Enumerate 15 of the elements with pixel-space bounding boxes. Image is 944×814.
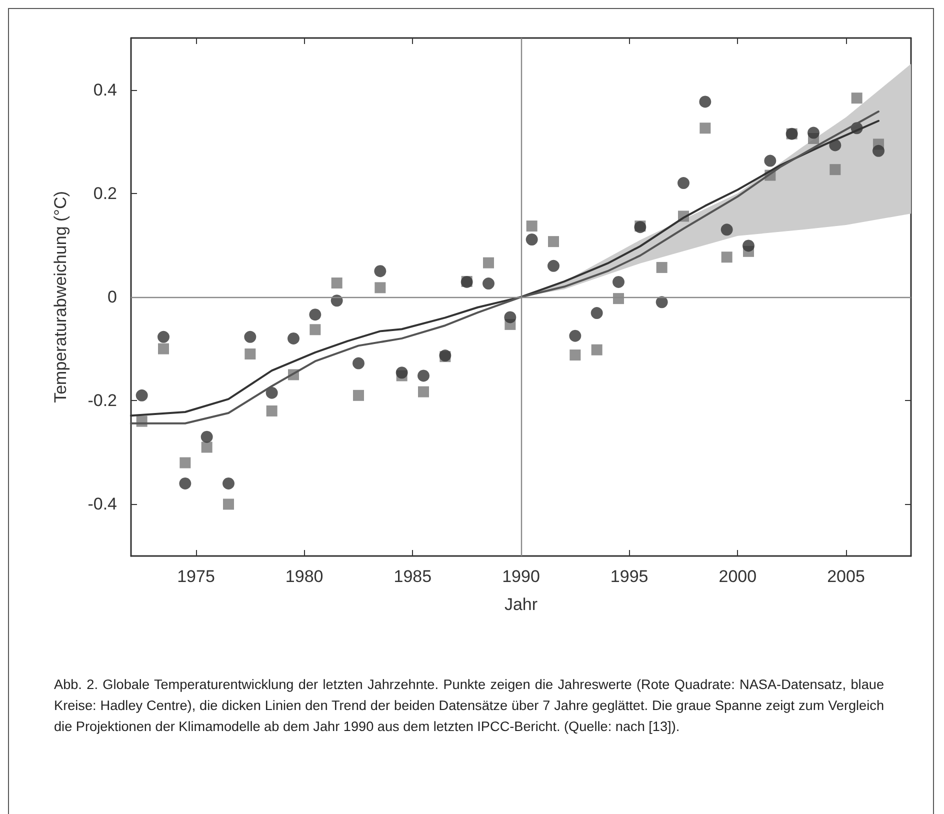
- y-axis-title: Temperaturabweichung (°C): [51, 191, 70, 403]
- y-tick-label: 0.4: [93, 80, 117, 100]
- x-tick-label: 1975: [177, 567, 215, 586]
- x-tick-label: 1995: [610, 567, 648, 586]
- x-axis-title: Jahr: [504, 595, 538, 614]
- caption: Abb. 2. Globale Temperaturentwicklung der letzten Jahrzehnte. Punkte zeigen die Jahreswerte (Rote Quadrate: NASA-Datensatz, blaue Kreise: Hadley Centre), die dicken Linien den Trend der beiden Datensätze über 7 Jahre geglättet. Die graue Spanne zeigt zum Vergleich die Projektionen der Klimamodelle ab dem Jahr 1990 aus dem letzten IPCC-Bericht. (Quelle: nach [13]).: [54, 676, 884, 736]
- x-tick-label: 1985: [394, 567, 432, 586]
- y-tick-label: -0.4: [88, 494, 117, 514]
- y-tick-label: 0.2: [93, 184, 117, 203]
- x-tick-label: 1980: [285, 567, 324, 586]
- x-tick-label: 1990: [502, 567, 540, 586]
- y-tick-label: -0.2: [88, 391, 117, 410]
- y-tick-label: 0: [108, 288, 117, 306]
- x-tick-label: 2000: [718, 567, 757, 586]
- x-tick-label: 2005: [827, 567, 865, 586]
